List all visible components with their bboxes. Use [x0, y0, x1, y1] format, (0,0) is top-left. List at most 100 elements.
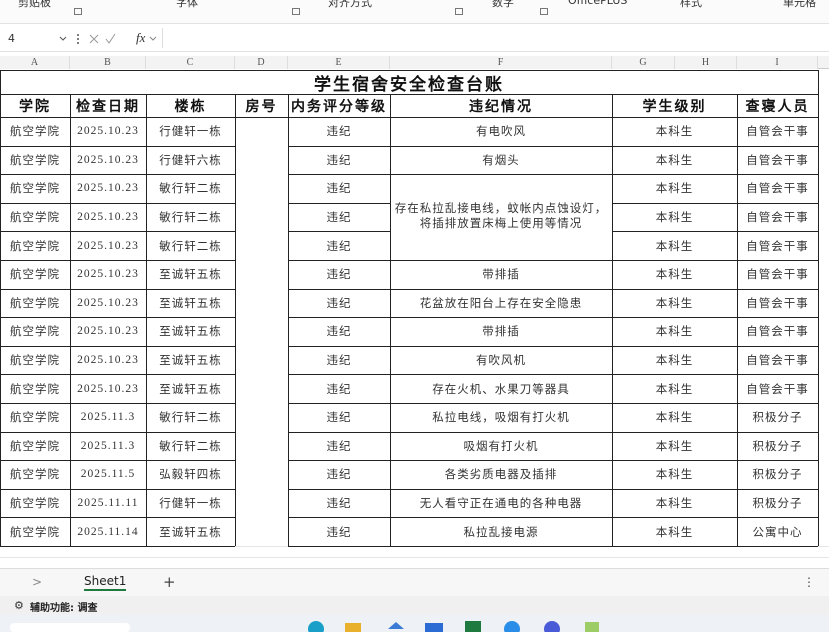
table-cell: 自管会干事 [746, 240, 809, 253]
border [390, 403, 612, 404]
column-header: E [288, 56, 390, 69]
table-cell: 违纪 [326, 440, 352, 453]
table-cell: 本科生 [655, 383, 694, 396]
border [146, 174, 235, 176]
border [0, 70, 1, 546]
border [146, 94, 147, 546]
column-header: A [0, 56, 70, 69]
header-cell: 楼栋 [174, 99, 207, 115]
table-cell: 违纪 [326, 383, 352, 396]
table-cell: 2025.10.23 [77, 182, 139, 195]
ribbon-label: 数字 [492, 0, 514, 9]
table-cell: 本科生 [655, 326, 694, 339]
column-header: D [235, 56, 288, 69]
border [737, 288, 818, 290]
table-cell: 积极分子 [752, 440, 803, 453]
table-cell: 本科生 [655, 440, 694, 453]
border [390, 94, 391, 546]
table-cell: 航空学院 [10, 440, 60, 453]
border [0, 517, 70, 519]
border [612, 260, 737, 261]
border [288, 403, 390, 404]
table-cell: 至诚轩五栋 [159, 297, 222, 310]
border [146, 460, 235, 462]
table-cell: 违纪 [326, 240, 352, 253]
table-cell: 本科生 [655, 240, 694, 253]
border [288, 374, 390, 376]
table-cell: 2025.10.23 [77, 125, 139, 138]
border [70, 202, 146, 204]
border [612, 374, 737, 376]
border [70, 460, 146, 462]
table-cell: 自管会干事 [746, 383, 809, 396]
status-icon: ⚙ [14, 599, 24, 612]
border [70, 403, 146, 404]
table-cell: 花盆放在阳台上存在安全隐患 [419, 297, 583, 310]
border [146, 145, 235, 147]
table-cell: 航空学院 [10, 383, 60, 396]
table-cell: 本科生 [655, 154, 694, 167]
table-cell: 弘毅轩四栋 [159, 469, 222, 482]
sheet-tab[interactable]: Sheet1 [84, 574, 127, 591]
border [0, 488, 70, 490]
table-cell: 航空学院 [10, 240, 60, 253]
table-cell: 航空学院 [10, 269, 60, 282]
table-cell: 自管会干事 [746, 126, 809, 139]
border [70, 345, 146, 347]
border [737, 260, 818, 261]
table-cell: 至诚轩五栋 [159, 326, 222, 339]
merged-line: 将插排放置床梅上使用等情况 [419, 218, 583, 231]
column-header: H [675, 56, 737, 69]
table-cell: 至诚轩五栋 [159, 383, 222, 396]
border [0, 117, 818, 118]
more[interactable]: ⋮ [803, 575, 815, 589]
nav-arrow[interactable]: > [32, 575, 43, 589]
table-cell: 存在火机、水果刀等器具 [432, 383, 570, 396]
table-cell: 2025.11.11 [77, 497, 139, 510]
table-cell: 违纪 [326, 355, 352, 368]
border [0, 317, 70, 319]
border [0, 94, 818, 95]
border [737, 460, 818, 462]
grid-line [0, 557, 829, 558]
border [612, 431, 737, 433]
table-cell: 积极分子 [752, 469, 803, 482]
sheet-bar: > Sheet1 + ⋮ [0, 568, 829, 596]
table-cell: 2025.10.23 [77, 211, 139, 224]
status-text[interactable]: 辅助功能: 调查 [30, 603, 98, 614]
table-cell: 2025.11.14 [77, 525, 139, 538]
border [70, 488, 146, 490]
border [737, 431, 818, 433]
border [390, 260, 612, 261]
table-cell: 违纪 [326, 212, 352, 225]
formula-icons [59, 33, 157, 44]
launcher-icon [540, 8, 548, 15]
table-cell: 有烟头 [482, 154, 520, 167]
border [737, 231, 818, 233]
border [737, 145, 818, 147]
border [288, 488, 390, 490]
table-cell: 敏行轩二栋 [159, 183, 222, 196]
header-cell: 内务评分等级 [291, 99, 387, 115]
table-cell: 2025.11.5 [80, 468, 136, 481]
border [737, 403, 818, 404]
launcher-icon [455, 8, 463, 15]
add-sheet[interactable]: + [163, 573, 176, 591]
border [390, 345, 612, 347]
fx-button[interactable]: fx [136, 30, 146, 45]
table-cell: 带排插 [482, 326, 520, 339]
border [288, 260, 390, 261]
column-header: C [146, 56, 235, 69]
table-cell: 违纪 [326, 126, 352, 139]
border [288, 174, 390, 176]
border [612, 145, 737, 147]
border [390, 488, 612, 490]
table-cell: 违纪 [326, 269, 352, 282]
border [235, 94, 236, 546]
table-cell: 至诚轩五栋 [159, 355, 222, 368]
cell-name[interactable]: 4 [8, 32, 15, 45]
border [70, 317, 146, 319]
table-cell: 航空学院 [10, 355, 60, 368]
launcher-icon [292, 8, 300, 15]
border [0, 70, 818, 71]
